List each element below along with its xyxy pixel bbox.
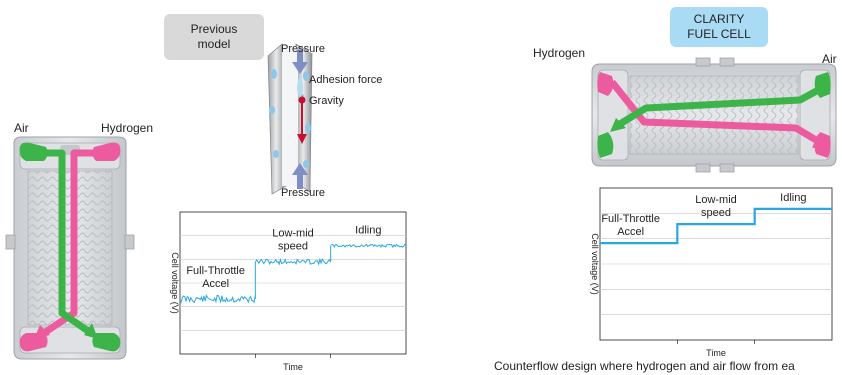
segment-label: Low-mid [272,228,314,240]
y-axis-label: Cell voltage (V) [170,252,180,314]
segment-label: Accel [617,226,644,238]
gravity-arrow [297,96,307,144]
previous-fuel-cell-stack [5,136,135,360]
x-axis-label: Time [706,348,726,358]
voltage-trace-segment-3 [330,243,407,249]
counterflow-caption: Counterflow design where hydrogen and ai… [494,359,795,373]
voltage-trace-segment-1 [179,294,256,304]
segment-label: Full-Throttle [601,213,660,225]
voltage-trace-segment-2 [254,257,332,266]
pressure-top-label: Pressure [281,43,326,55]
water-droplet-channel [267,43,313,195]
segment-label: Accel [202,278,229,290]
segment-label: Idling [780,192,806,204]
clarity-label-line1: CLARITY [693,12,745,26]
y-axis-label: Cell voltage (V) [590,233,600,295]
segment-label: Low-mid [695,194,737,206]
segment-label: speed [278,241,308,253]
left-air-label: Air [14,121,29,135]
right-air-label: Air [822,52,837,66]
clarity-label-line2: FUEL CELL [687,27,751,41]
x-axis-label: Time [283,362,303,372]
voltage-trace [600,207,832,245]
right-hydrogen-label: Hydrogen [533,46,586,60]
segment-label: Full-Throttle [186,265,245,277]
segment-label: Idling [355,225,381,237]
previous-model-label-line2: model [197,37,231,51]
previous-model-label-line1: Previous [190,22,238,36]
pressure-bottom-arrow [292,163,308,189]
pressure-top-arrow [292,50,308,74]
previous-model-box: Previous model [164,14,264,60]
gravity-label: Gravity [309,95,344,107]
segment-label: speed [701,207,731,219]
left-hydrogen-label: Hydrogen [101,121,154,135]
pressure-bottom-label: Pressure [281,187,326,199]
clarity-fuel-cell-stack [591,57,837,173]
clarity-fuel-cell-box: CLARITY FUEL CELL [670,7,768,47]
adhesion-force-label: Adhesion force [309,74,383,86]
